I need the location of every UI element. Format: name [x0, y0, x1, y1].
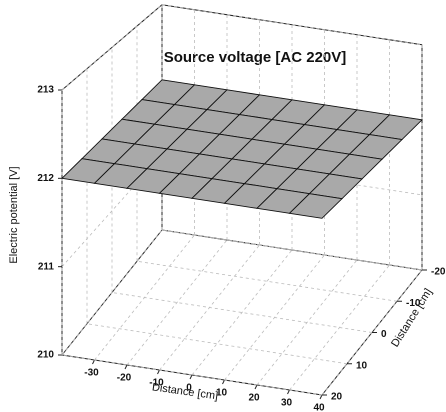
grid-line — [61, 4, 163, 91]
grid-line — [161, 229, 423, 271]
x-tick-label: 0 — [186, 383, 192, 394]
y-tick-label: -20 — [431, 267, 446, 278]
tick-mark — [254, 384, 258, 390]
x-tick-label: -20 — [117, 373, 132, 384]
grid-line — [256, 259, 358, 386]
y-tick-label: 20 — [331, 392, 343, 403]
tick-mark — [92, 359, 95, 365]
chart-title: Source voltage [AC 220V] — [164, 49, 347, 66]
x-tick-label: 10 — [216, 388, 228, 399]
x-tick-label: 40 — [313, 403, 325, 412]
grid-line — [191, 249, 293, 376]
tick-mark — [157, 369, 160, 375]
x-tick-label: 30 — [281, 398, 293, 409]
grid-line — [126, 239, 228, 366]
y-tick-label: -10 — [406, 298, 421, 309]
z-tick-label: 212 — [37, 173, 54, 184]
z-tick-label: 211 — [38, 261, 55, 272]
grid-line — [111, 292, 373, 333]
grid-line — [61, 354, 323, 396]
grid-line — [161, 4, 423, 46]
tick-mark — [287, 389, 290, 395]
surface-cell — [288, 193, 343, 219]
grid-line — [136, 260, 398, 302]
y-tick-label: 0 — [381, 329, 387, 340]
grid-line — [61, 154, 163, 267]
z-tick-label: 210 — [37, 350, 54, 361]
z-tick-label: 213 — [37, 85, 54, 96]
z-axis-label: Electric potential [V] — [8, 166, 20, 263]
x-tick-label: 20 — [248, 393, 260, 404]
tick-mark — [319, 394, 323, 400]
x-tick-label: -10 — [149, 378, 164, 389]
tick-mark — [124, 364, 128, 370]
grid-line — [86, 323, 348, 365]
y-tick-label: 10 — [356, 360, 368, 371]
tick-mark — [189, 374, 193, 380]
tick-mark — [222, 379, 225, 385]
x-tick-label: -30 — [84, 368, 99, 379]
y-axis-label: Distance [cm] — [389, 287, 434, 350]
grid-line — [161, 229, 423, 271]
